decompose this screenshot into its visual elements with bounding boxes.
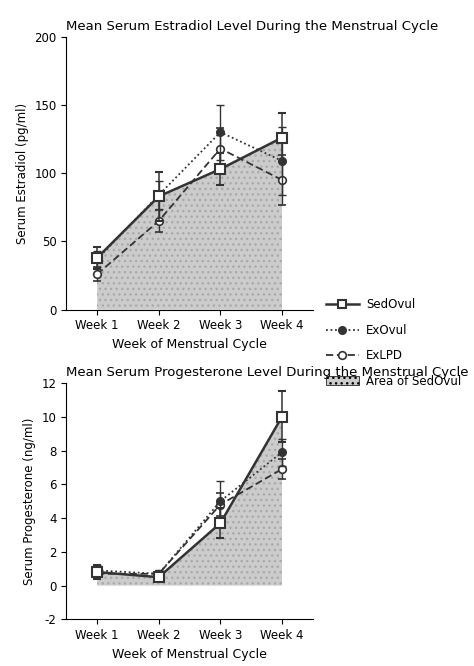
Y-axis label: Serum Progesterone (ng/ml): Serum Progesterone (ng/ml) <box>23 418 36 585</box>
X-axis label: Week of Menstrual Cycle: Week of Menstrual Cycle <box>112 338 267 351</box>
Text: Mean Serum Progesterone Level During the Menstrual Cycle: Mean Serum Progesterone Level During the… <box>66 366 469 379</box>
Text: Mean Serum Estradiol Level During the Menstrual Cycle: Mean Serum Estradiol Level During the Me… <box>66 20 438 33</box>
Y-axis label: Serum Estradiol (pg/ml): Serum Estradiol (pg/ml) <box>16 103 29 244</box>
X-axis label: Week of Menstrual Cycle: Week of Menstrual Cycle <box>112 647 267 661</box>
Legend: SedOvul, ExOvul, ExLPD, Area of SedOvul: SedOvul, ExOvul, ExLPD, Area of SedOvul <box>326 298 461 388</box>
